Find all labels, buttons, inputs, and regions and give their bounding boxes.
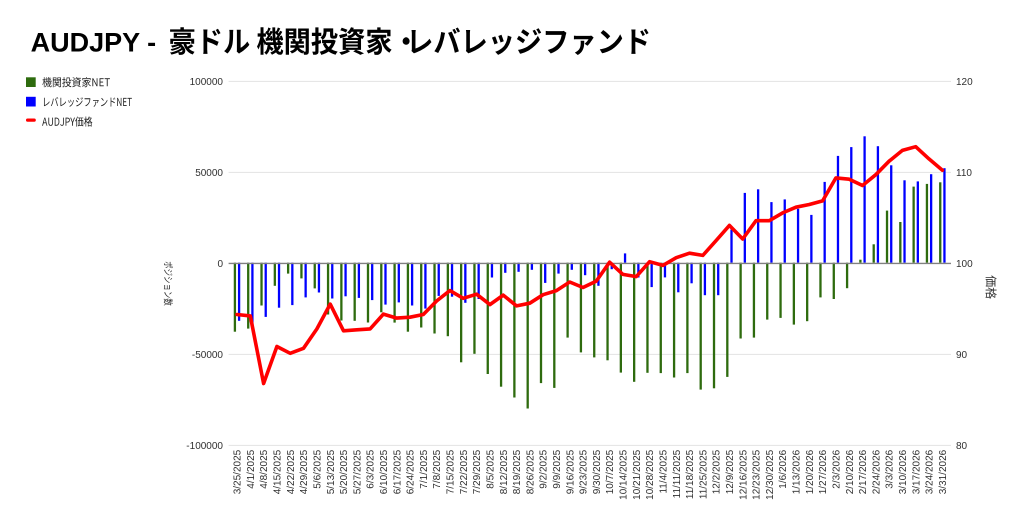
svg-text:10/7/2025: 10/7/2025 xyxy=(605,449,616,494)
svg-text:4/15/2025: 4/15/2025 xyxy=(273,449,284,494)
svg-text:6/10/2025: 6/10/2025 xyxy=(379,449,390,494)
svg-text:4/29/2025: 4/29/2025 xyxy=(299,449,310,494)
svg-text:11/4/2025: 11/4/2025 xyxy=(659,449,670,493)
svg-text:9/2/2025: 9/2/2025 xyxy=(539,449,550,488)
svg-text:1/20/2026: 1/20/2026 xyxy=(805,449,816,494)
svg-text:8/5/2025: 8/5/2025 xyxy=(486,449,497,488)
svg-text:3/3/2026: 3/3/2026 xyxy=(885,449,896,488)
svg-text:12/9/2025: 12/9/2025 xyxy=(725,449,736,494)
svg-text:6/17/2025: 6/17/2025 xyxy=(392,449,403,494)
svg-text:9/16/2025: 9/16/2025 xyxy=(565,449,576,494)
svg-text:11/18/2025: 11/18/2025 xyxy=(685,449,696,499)
svg-text:6/3/2025: 6/3/2025 xyxy=(366,449,377,488)
svg-text:2/17/2026: 2/17/2026 xyxy=(858,449,869,494)
svg-text:80: 80 xyxy=(956,441,968,452)
svg-text:10/14/2025: 10/14/2025 xyxy=(619,449,630,499)
svg-text:8/19/2025: 8/19/2025 xyxy=(512,449,523,494)
svg-text:3/24/2026: 3/24/2026 xyxy=(925,449,936,494)
svg-text:3/10/2026: 3/10/2026 xyxy=(898,449,909,494)
svg-text:120: 120 xyxy=(956,77,973,88)
svg-text:10/21/2025: 10/21/2025 xyxy=(632,449,643,499)
svg-text:3/17/2026: 3/17/2026 xyxy=(911,449,922,494)
svg-text:12/2/2025: 12/2/2025 xyxy=(712,449,723,494)
svg-text:7/8/2025: 7/8/2025 xyxy=(432,449,443,488)
svg-text:0: 0 xyxy=(217,259,223,270)
svg-text:5/27/2025: 5/27/2025 xyxy=(352,449,363,494)
svg-text:-50000: -50000 xyxy=(192,350,224,361)
svg-text:100000: 100000 xyxy=(190,77,224,88)
svg-text:-100000: -100000 xyxy=(186,441,223,452)
svg-text:90: 90 xyxy=(956,350,968,361)
svg-text:12/23/2025: 12/23/2025 xyxy=(752,449,763,499)
svg-text:1/13/2026: 1/13/2026 xyxy=(792,449,803,494)
svg-text:7/1/2025: 7/1/2025 xyxy=(419,449,430,488)
svg-text:9/9/2025: 9/9/2025 xyxy=(552,449,563,488)
svg-text:2/24/2026: 2/24/2026 xyxy=(871,449,882,494)
svg-text:1/27/2026: 1/27/2026 xyxy=(818,449,829,494)
svg-text:11/25/2025: 11/25/2025 xyxy=(698,449,709,499)
svg-text:AUDJPY -: AUDJPY - xyxy=(31,28,157,58)
svg-text:8/12/2025: 8/12/2025 xyxy=(499,449,510,494)
svg-text:10/28/2025: 10/28/2025 xyxy=(645,449,656,499)
svg-text:7/29/2025: 7/29/2025 xyxy=(472,449,483,494)
svg-text:4/1/2025: 4/1/2025 xyxy=(246,449,257,488)
svg-text:4/22/2025: 4/22/2025 xyxy=(286,449,297,494)
svg-text:9/30/2025: 9/30/2025 xyxy=(592,449,603,494)
svg-text:5/20/2025: 5/20/2025 xyxy=(339,449,350,494)
svg-text:2/3/2026: 2/3/2026 xyxy=(832,449,843,488)
svg-text:7/22/2025: 7/22/2025 xyxy=(459,449,470,494)
svg-text:3/25/2025: 3/25/2025 xyxy=(233,449,244,494)
svg-text:12/16/2025: 12/16/2025 xyxy=(738,449,749,499)
svg-text:11/11/2025: 11/11/2025 xyxy=(672,449,683,498)
svg-text:5/6/2025: 5/6/2025 xyxy=(313,449,324,488)
svg-text:8/26/2025: 8/26/2025 xyxy=(525,449,536,494)
svg-text:50000: 50000 xyxy=(195,168,223,179)
svg-text:110: 110 xyxy=(956,168,972,179)
svg-text:12/30/2025: 12/30/2025 xyxy=(765,449,776,499)
svg-text:6/24/2025: 6/24/2025 xyxy=(406,449,417,494)
svg-text:2/10/2026: 2/10/2026 xyxy=(845,449,856,494)
svg-text:9/23/2025: 9/23/2025 xyxy=(579,449,590,494)
svg-text:7/15/2025: 7/15/2025 xyxy=(446,449,457,494)
svg-text:5/13/2025: 5/13/2025 xyxy=(326,449,337,494)
svg-text:1/6/2026: 1/6/2026 xyxy=(778,449,789,488)
svg-text:3/31/2026: 3/31/2026 xyxy=(938,449,949,494)
svg-text:4/8/2025: 4/8/2025 xyxy=(259,449,270,488)
svg-text:100: 100 xyxy=(956,259,973,270)
